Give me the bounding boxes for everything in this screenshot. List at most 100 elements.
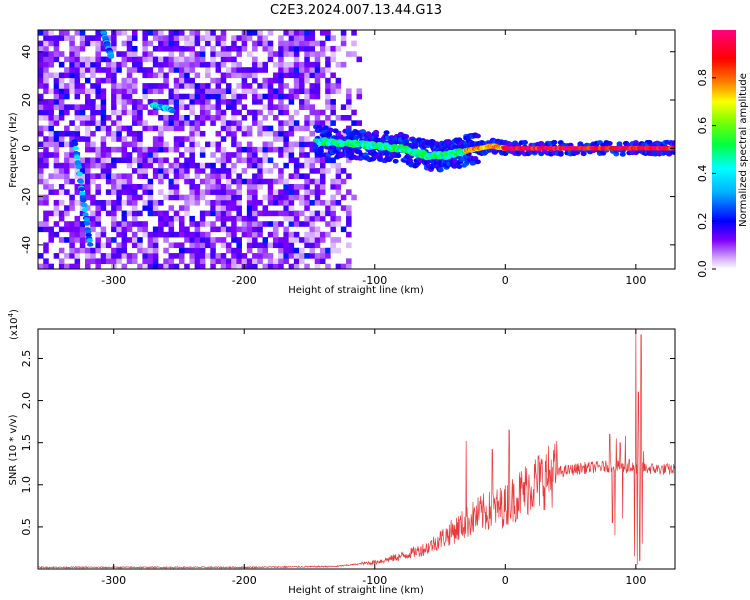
spectrogram-cell bbox=[272, 130, 279, 137]
spectrogram-cell bbox=[330, 83, 336, 89]
spectrogram-cell bbox=[69, 146, 75, 153]
spectrogram-cell bbox=[215, 88, 222, 95]
spectrogram-cell bbox=[147, 83, 154, 89]
spectrogram-cell bbox=[84, 104, 91, 110]
spectrogram-cell bbox=[335, 221, 342, 227]
spectrogram-cell bbox=[272, 231, 279, 238]
spectrogram-cell bbox=[64, 141, 70, 148]
spectrogram-cell bbox=[64, 178, 70, 185]
spectrogram-cell bbox=[43, 136, 49, 142]
spectrogram-cell bbox=[111, 157, 117, 164]
x-tick-label: 100 bbox=[625, 574, 646, 587]
spectrogram-cell bbox=[236, 247, 242, 254]
spectrogram-cell bbox=[210, 152, 216, 158]
spectrogram-cell bbox=[220, 146, 227, 153]
spectrogram-cell bbox=[215, 199, 222, 206]
spectrogram-cell bbox=[241, 114, 248, 121]
spectrogram-cell bbox=[100, 141, 107, 148]
spectrogram-cell bbox=[137, 173, 143, 180]
spectrogram-cell bbox=[189, 30, 195, 36]
spectrogram-cell bbox=[262, 45, 269, 52]
spectrogram-cell bbox=[43, 221, 49, 227]
spectrogram-cell bbox=[210, 205, 216, 211]
spectrogram-cell bbox=[325, 35, 331, 41]
spectrogram-cell bbox=[335, 237, 342, 243]
spectrogram-cell bbox=[220, 56, 227, 63]
spectrogram-cell bbox=[278, 242, 284, 249]
spectrogram-cell bbox=[267, 99, 274, 105]
spectrogram-cell bbox=[38, 109, 44, 116]
y-tick-label: 2.0 bbox=[20, 392, 33, 410]
spectrogram-cell bbox=[194, 125, 201, 132]
spectrogram-cell bbox=[142, 157, 148, 164]
spectrogram-cell bbox=[158, 67, 164, 73]
spectrogram-cell bbox=[278, 247, 284, 254]
spectrogram-cell bbox=[309, 215, 316, 222]
spectrogram-cell bbox=[142, 93, 148, 100]
spectrogram-cell bbox=[220, 35, 227, 41]
spectrogram-cell bbox=[236, 93, 242, 100]
spectrogram-cell bbox=[189, 184, 195, 190]
spectrogram-cell bbox=[111, 104, 117, 110]
spectrogram-cell bbox=[116, 221, 122, 227]
spectrogram-cell bbox=[293, 184, 300, 190]
spectrogram-cell bbox=[168, 120, 175, 126]
spectrogram-cell bbox=[100, 231, 107, 238]
spectrogram-cell bbox=[152, 88, 159, 95]
spectrogram-cell bbox=[252, 189, 258, 195]
spectrogram-cell bbox=[43, 152, 49, 158]
spectrogram-cell bbox=[346, 114, 352, 121]
spectrogram-cell bbox=[325, 157, 331, 164]
spectrogram-cell bbox=[262, 125, 269, 132]
spectrogram-cell bbox=[325, 253, 331, 259]
spectrogram-cell bbox=[288, 184, 295, 190]
spectrogram-cell bbox=[152, 83, 159, 89]
spectrogram-cell bbox=[194, 189, 201, 195]
spectrogram-cell bbox=[288, 231, 295, 238]
spectrogram-cell bbox=[236, 199, 242, 206]
spectrogram-cell bbox=[335, 199, 342, 206]
spectrogram-cell bbox=[184, 77, 190, 84]
spectrogram-cell bbox=[252, 226, 258, 233]
spectrogram-cell bbox=[137, 168, 143, 174]
spectrogram-cell bbox=[335, 162, 342, 169]
spectrogram-cell bbox=[38, 30, 44, 36]
spectrogram-cell bbox=[79, 226, 86, 233]
spectrogram-cell bbox=[173, 263, 180, 269]
spectrogram-cell bbox=[220, 162, 227, 169]
spectrogram-cell bbox=[288, 40, 295, 47]
spectrogram-cell bbox=[225, 67, 232, 73]
spectrogram-cell bbox=[199, 146, 206, 153]
spectrogram-cell bbox=[205, 67, 211, 73]
spectrogram-cell bbox=[121, 40, 128, 47]
spectrogram-cell bbox=[325, 205, 331, 211]
spectrogram-cell bbox=[272, 72, 279, 79]
spectrogram-cell bbox=[184, 199, 190, 206]
spectrogram-cell bbox=[100, 242, 107, 249]
spectrogram-cell bbox=[58, 199, 65, 206]
spectrogram-cell bbox=[100, 67, 107, 73]
spectrogram-cell bbox=[225, 83, 232, 89]
spectrogram-cell bbox=[64, 72, 70, 79]
spectrogram-cell bbox=[189, 237, 195, 243]
spectrogram-cell bbox=[90, 258, 96, 264]
spectrogram-cell bbox=[38, 152, 44, 158]
spectrogram-cell bbox=[95, 109, 101, 116]
spectrogram-cell bbox=[178, 194, 185, 201]
spectrogram-cell bbox=[189, 141, 195, 148]
spectrogram-cell bbox=[220, 194, 227, 201]
spectrogram-cell bbox=[283, 226, 289, 233]
spectrogram-cell bbox=[126, 178, 133, 185]
spectrogram-cell bbox=[304, 194, 310, 201]
spectrogram-cell bbox=[293, 109, 300, 116]
spectrogram-cell bbox=[231, 114, 237, 121]
spectrogram-cell bbox=[105, 146, 112, 153]
spectrogram-cell bbox=[163, 231, 169, 238]
spectrogram-cell bbox=[74, 114, 81, 121]
spectrogram-cell bbox=[90, 194, 96, 201]
spectrogram-cell bbox=[330, 242, 336, 249]
spectrogram-cell bbox=[309, 162, 316, 169]
spectrogram-cell bbox=[53, 93, 60, 100]
spectrogram-cell bbox=[152, 258, 159, 264]
spectrogram-cell bbox=[194, 173, 201, 180]
